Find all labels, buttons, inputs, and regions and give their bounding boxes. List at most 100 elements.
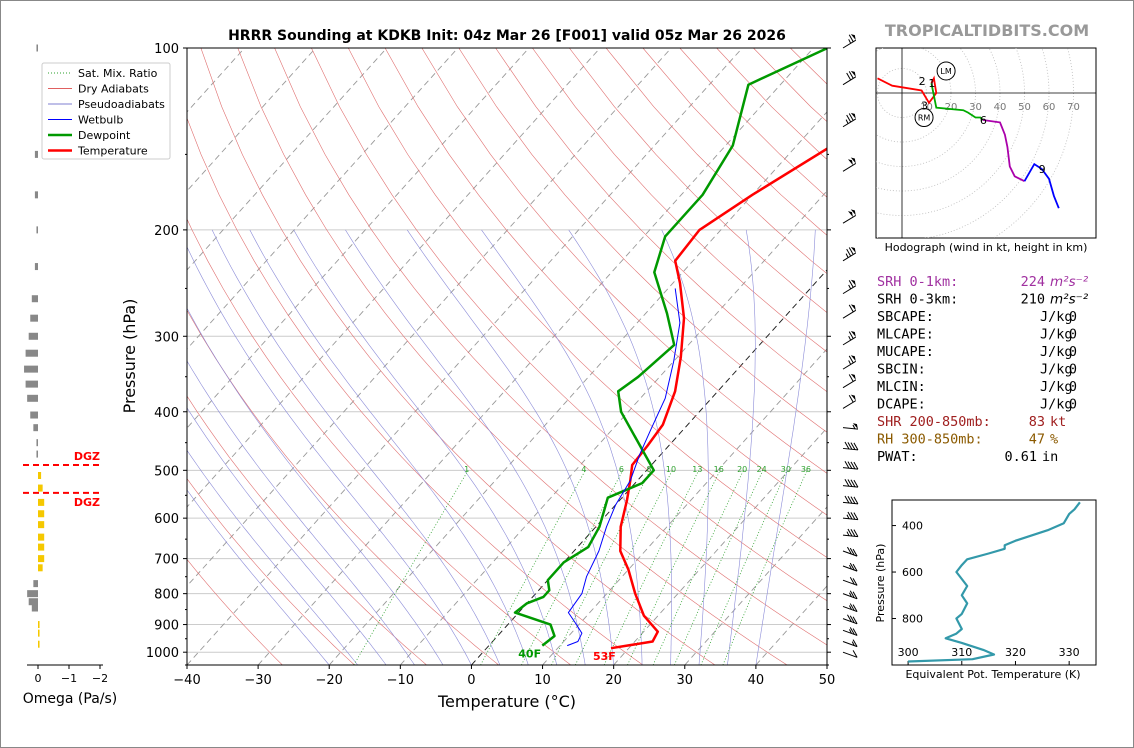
omega-bar (34, 150, 38, 158)
omega-panel: DGZ DGZ 0 −1 −2 Omega (Pa/s) (23, 44, 117, 707)
wind-barb (842, 461, 859, 470)
omega-bar (34, 191, 38, 199)
omega-bar (25, 380, 38, 388)
index-value: 47 (1029, 432, 1045, 448)
index-label: SBCAPE: (877, 309, 934, 325)
wind-barb (842, 528, 859, 538)
omega-bar (38, 498, 45, 506)
index-value: 0 (1069, 344, 1077, 360)
wind-barb (842, 331, 857, 346)
theta-e-x-label: Equivalent Pot. Temperature (K) (905, 668, 1080, 681)
hodograph-trace (930, 83, 984, 121)
mixing-ratio-line (521, 470, 624, 665)
x-tick-label: 0 (467, 673, 475, 688)
omega-bar (30, 411, 38, 419)
index-value: 0 (1069, 397, 1077, 413)
wind-barb (842, 577, 858, 586)
x-tick-label: 20 (605, 673, 622, 688)
wind-barb (842, 614, 858, 625)
dry-adiabat (421, 48, 827, 474)
omega-bar (38, 521, 45, 529)
index-value: 224 (1021, 274, 1045, 290)
legend-label: Dry Adiabats (78, 83, 149, 96)
wind-barb (842, 394, 857, 409)
index-label: DCAPE: (877, 397, 926, 413)
x-tick-label: −10 (387, 673, 414, 688)
wind-barb (842, 34, 857, 49)
x-tick-label: 40 (748, 673, 765, 688)
wind-barb (842, 478, 859, 488)
index-value: 0 (1069, 379, 1077, 395)
omega-bar (38, 533, 45, 541)
isotherm (187, 48, 316, 192)
isotherm (187, 48, 530, 429)
dewpoint-line (513, 48, 827, 647)
wind-barb (842, 279, 857, 295)
dry-adiabat (200, 48, 716, 665)
theta-e-x-tick-label: 300 (898, 646, 919, 659)
mixing-ratio-label: 20 (737, 465, 747, 474)
dry-adiabat (187, 478, 355, 665)
index-unit: % (1050, 432, 1058, 448)
y-tick-label: 300 (154, 330, 179, 345)
y-tick-label: 500 (154, 464, 179, 479)
wind-barb (842, 246, 857, 262)
isotherm (328, 111, 827, 665)
dry-adiabat (187, 218, 571, 665)
index-value: 83 (1029, 414, 1045, 430)
isotherm (257, 48, 814, 665)
legend-label: Pseudoadiabats (78, 98, 165, 111)
theta-e-x-tick-label: 320 (1005, 646, 1026, 659)
index-label: SRH 0-3km: (877, 292, 958, 308)
wind-barb (842, 639, 858, 648)
pseudoadiabat (406, 229, 614, 665)
pseudoadiabat (481, 229, 643, 665)
hodograph-caption: Hodograph (wind in kt, height in km) (885, 241, 1088, 254)
zero-isotherm (471, 269, 827, 665)
omega-bar (30, 314, 38, 322)
omega-bar (27, 590, 38, 598)
omega-tick-label: −2 (92, 672, 108, 685)
dry-adiabat (384, 48, 827, 516)
mixing-ratio-label: 1 (464, 465, 469, 474)
storm-motion-rm-label: RM (918, 114, 931, 123)
mixing-ratio-line (722, 470, 808, 665)
hodograph-trace (1023, 162, 1060, 209)
wind-barb (842, 304, 857, 319)
hodograph-ring-label: 20 (945, 102, 958, 113)
omega-bar (38, 629, 40, 637)
pseudoadiabat (187, 407, 387, 665)
dry-adiabat (569, 48, 827, 313)
pseudoadiabat (187, 489, 330, 665)
pseudoadiabat (187, 246, 472, 665)
theta-e-y-tick-label: 800 (902, 613, 923, 626)
isotherm (542, 348, 827, 665)
index-label: RH 300-850mb: (877, 432, 983, 448)
surface-dewpoint-label: 40F (518, 648, 541, 661)
mixing-ratio-line (674, 470, 764, 665)
index-label: MUCAPE: (877, 344, 934, 360)
omega-bar (24, 365, 38, 373)
indices-panel: SRH 0-1km: 224 m²s⁻² SRH 0-3km: 210 m²s⁻² SBCA… (877, 274, 1089, 465)
dry-adiabat (187, 117, 644, 665)
y-tick-label: 600 (154, 512, 179, 527)
theta-e-x-tick-label: 330 (1059, 646, 1080, 659)
mixing-ratio-label: 30 (781, 465, 791, 474)
wind-barb (842, 511, 859, 521)
theta-e-y-tick-label: 400 (902, 520, 923, 533)
hodograph-ring-label: 60 (1043, 102, 1056, 113)
pseudoadiabat (249, 229, 529, 665)
y-axis-label: Pressure (hPa) (120, 299, 139, 414)
mixing-ratio-line (652, 470, 744, 665)
legend-label: Wetbulb (78, 114, 123, 127)
mixing-ratio-label: 24 (757, 465, 767, 474)
watermark: TROPICALTIDBITS.COM (885, 21, 1089, 40)
pseudoadiabat (568, 229, 672, 665)
dry-adiabat (532, 48, 827, 353)
omega-bar (38, 484, 43, 492)
theta-e-y-tick-label: 600 (902, 566, 923, 579)
omega-bar (38, 621, 40, 629)
x-tick-label: −30 (244, 673, 271, 688)
wind-barb (842, 423, 858, 430)
index-value: 0 (1069, 327, 1077, 343)
